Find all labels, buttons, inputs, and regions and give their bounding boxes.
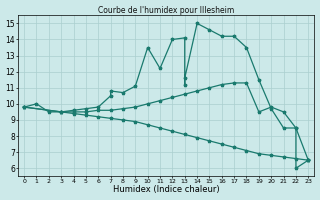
X-axis label: Humidex (Indice chaleur): Humidex (Indice chaleur) [113,185,220,194]
Title: Courbe de l'humidex pour Illesheim: Courbe de l'humidex pour Illesheim [98,6,234,15]
